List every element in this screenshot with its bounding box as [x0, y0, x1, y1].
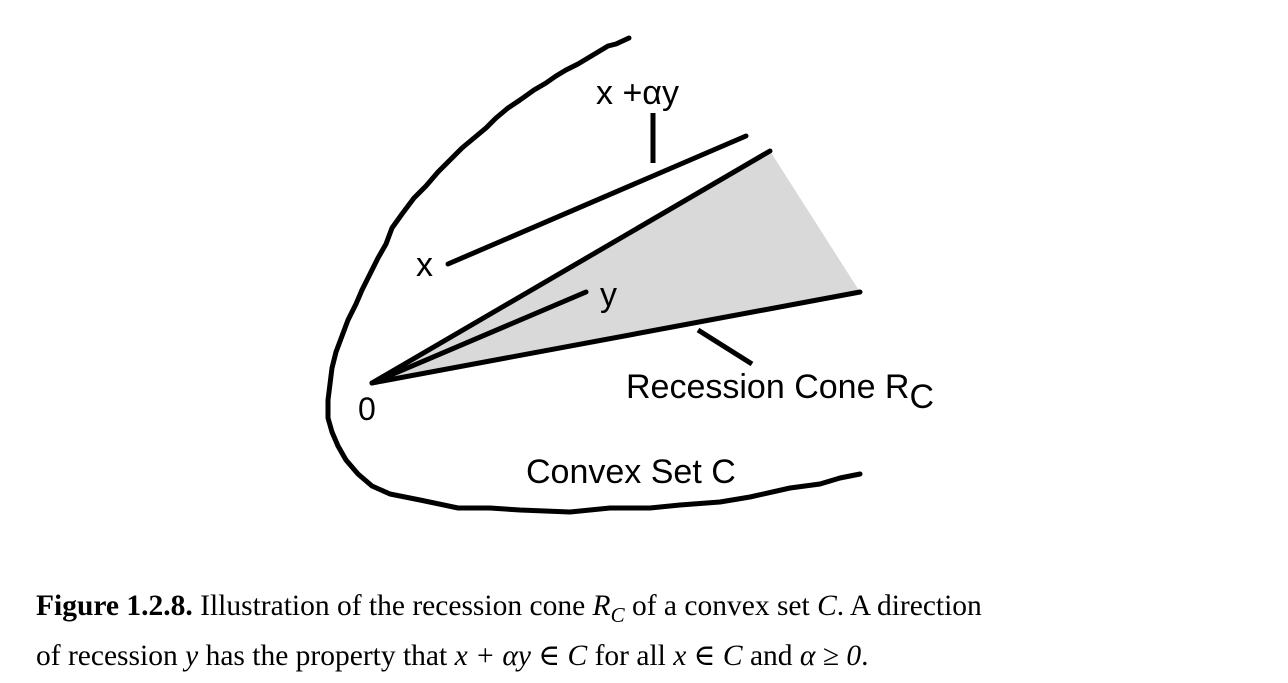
figure-caption: Figure 1.2.8. Illustration of the recess… — [36, 586, 1286, 677]
caption-text: . — [861, 639, 869, 672]
recession-cone-figure: x +αy x y 0 Recession Cone RC Convex Set… — [325, 35, 934, 515]
caption-text: . A direction — [836, 590, 982, 622]
caption-text: of a convex set — [624, 590, 818, 622]
caption-text: of recession — [36, 639, 186, 672]
label-x-plus-alpha-y: x +αy — [596, 74, 679, 112]
label-y: y — [600, 276, 617, 314]
cone-lower-edge — [369, 289, 863, 386]
label-recession-cone-sub: C — [909, 378, 934, 416]
caption-math-membership: x + αy ∈ C — [454, 639, 588, 672]
caption-rc-main: R — [592, 590, 611, 622]
label-recession-cone: Recession Cone RC — [626, 368, 934, 416]
leader-recession-cone — [696, 327, 754, 367]
label-origin: 0 — [358, 391, 376, 427]
cone-upper-edge — [369, 148, 773, 386]
caption-rc-sub: C — [610, 602, 625, 627]
convex-set-boundary — [325, 35, 863, 515]
caption-figure-number: Figure 1.2.8. — [36, 590, 193, 622]
recession-cone-region — [372, 151, 860, 383]
label-recession-cone-main: Recession Cone R — [626, 368, 909, 406]
caption-line-2: of recession y has the property that x +… — [36, 636, 1286, 677]
label-convex-set: Convex Set C — [526, 453, 736, 491]
caption-line-1: Figure 1.2.8. Illustration of the recess… — [36, 586, 1286, 636]
caption-math-x-in-c: x ∈ C — [673, 639, 743, 672]
caption-text: for all — [587, 639, 674, 672]
direction-y-vector — [369, 289, 589, 386]
caption-text: Illustration of the recession cone — [192, 590, 593, 622]
caption-set-c: C — [817, 590, 837, 622]
caption-dir-y: y — [185, 639, 199, 672]
caption-math-alpha: α ≥ 0 — [799, 639, 862, 672]
label-x: x — [416, 246, 433, 284]
ray-x-plus-alpha-y — [445, 133, 749, 267]
caption-text: and — [742, 639, 800, 672]
caption-text: has the property that — [198, 639, 455, 672]
